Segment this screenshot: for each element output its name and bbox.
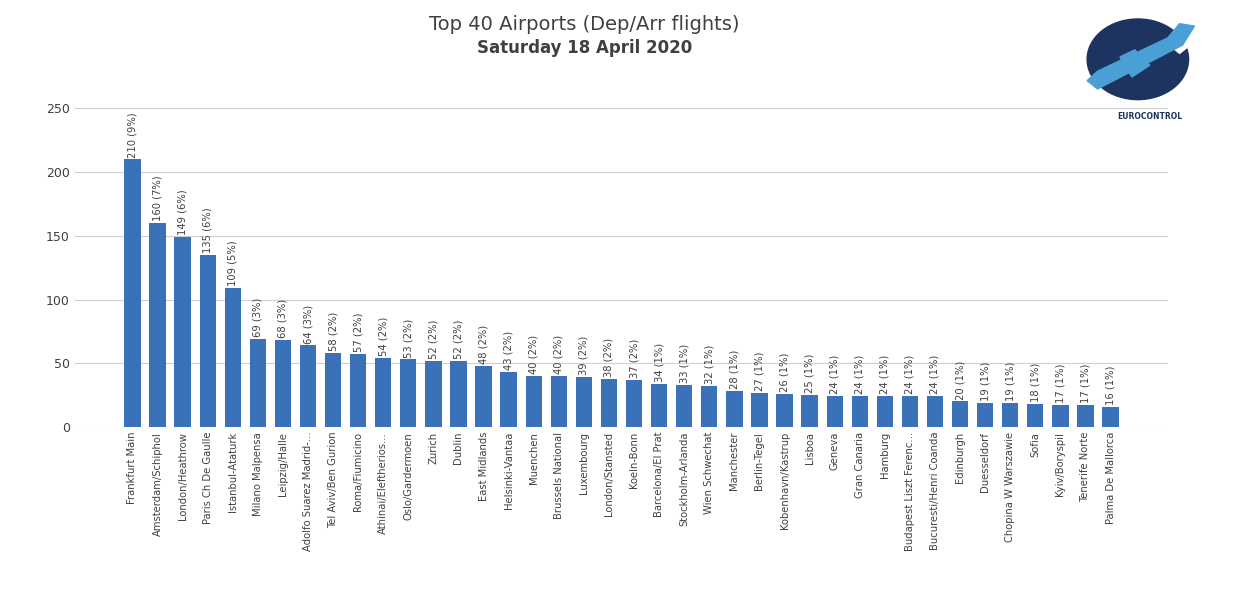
Text: 40 (2%): 40 (2%) xyxy=(528,335,538,374)
Polygon shape xyxy=(1088,24,1195,89)
Text: 160 (7%): 160 (7%) xyxy=(153,176,163,221)
Text: 52 (2%): 52 (2%) xyxy=(429,320,439,359)
Text: 18 (1%): 18 (1%) xyxy=(1030,363,1040,402)
Text: 34 (1%): 34 (1%) xyxy=(654,343,664,382)
Text: 32 (1%): 32 (1%) xyxy=(705,345,715,384)
Bar xyxy=(751,393,768,427)
Bar xyxy=(149,223,165,427)
Bar xyxy=(400,359,416,427)
Bar xyxy=(501,372,517,427)
Bar xyxy=(977,403,993,427)
Text: 24 (1%): 24 (1%) xyxy=(855,355,865,394)
Bar xyxy=(576,377,592,427)
Text: 17 (1%): 17 (1%) xyxy=(1055,364,1065,403)
Bar xyxy=(275,340,291,427)
Bar xyxy=(300,346,316,427)
Text: 19 (1%): 19 (1%) xyxy=(1006,362,1016,401)
Text: 149 (6%): 149 (6%) xyxy=(178,190,188,235)
Text: Saturday 18 April 2020: Saturday 18 April 2020 xyxy=(476,39,692,56)
Text: 68 (3%): 68 (3%) xyxy=(278,299,288,339)
Text: 43 (2%): 43 (2%) xyxy=(503,331,513,370)
Bar xyxy=(200,255,216,427)
Text: 24 (1%): 24 (1%) xyxy=(880,355,890,394)
Bar xyxy=(1078,405,1094,427)
Text: 28 (1%): 28 (1%) xyxy=(730,350,740,390)
Text: 135 (6%): 135 (6%) xyxy=(203,208,213,253)
Bar xyxy=(651,384,667,427)
Bar xyxy=(626,380,643,427)
Bar xyxy=(701,386,717,427)
Text: 37 (2%): 37 (2%) xyxy=(629,339,639,378)
Text: 19 (1%): 19 (1%) xyxy=(981,362,991,401)
Bar xyxy=(851,396,868,427)
Bar xyxy=(450,361,466,427)
Text: 25 (1%): 25 (1%) xyxy=(804,354,814,393)
Text: 38 (2%): 38 (2%) xyxy=(604,337,614,377)
Polygon shape xyxy=(1165,18,1209,53)
Text: 54 (2%): 54 (2%) xyxy=(378,317,388,356)
Bar xyxy=(174,237,190,427)
Bar xyxy=(526,376,542,427)
Text: 33 (1%): 33 (1%) xyxy=(679,344,689,383)
Text: 58 (2%): 58 (2%) xyxy=(328,312,338,351)
Bar xyxy=(225,288,241,427)
Text: Top 40 Airports (Dep/Arr flights): Top 40 Airports (Dep/Arr flights) xyxy=(429,15,740,34)
Bar xyxy=(676,385,692,427)
Bar xyxy=(600,378,617,427)
Bar xyxy=(1053,405,1069,427)
Polygon shape xyxy=(1120,50,1150,77)
Circle shape xyxy=(1088,19,1188,100)
Text: 109 (5%): 109 (5%) xyxy=(227,241,237,286)
Text: 210 (9%): 210 (9%) xyxy=(128,112,138,158)
Bar xyxy=(726,391,742,427)
Bar xyxy=(124,160,140,427)
Text: 40 (2%): 40 (2%) xyxy=(554,335,564,374)
Bar xyxy=(952,401,968,427)
Text: 57 (2%): 57 (2%) xyxy=(353,313,363,352)
Bar xyxy=(425,361,441,427)
Bar xyxy=(876,396,892,427)
Bar xyxy=(802,395,818,427)
Text: 48 (2%): 48 (2%) xyxy=(479,325,488,364)
Text: 24 (1%): 24 (1%) xyxy=(829,355,840,394)
Bar xyxy=(250,339,266,427)
Bar xyxy=(1027,404,1043,427)
Text: 27 (1%): 27 (1%) xyxy=(755,351,764,391)
Text: 53 (2%): 53 (2%) xyxy=(403,318,414,358)
Text: 20 (1%): 20 (1%) xyxy=(955,361,965,400)
Text: 17 (1%): 17 (1%) xyxy=(1080,364,1090,403)
Bar xyxy=(551,376,567,427)
Text: 26 (1%): 26 (1%) xyxy=(779,353,789,392)
Bar xyxy=(324,353,342,427)
Text: 16 (1%): 16 (1%) xyxy=(1105,365,1115,404)
Bar xyxy=(901,396,919,427)
Bar xyxy=(475,366,492,427)
Bar xyxy=(351,355,367,427)
Text: 24 (1%): 24 (1%) xyxy=(905,355,915,394)
Text: 39 (2%): 39 (2%) xyxy=(579,336,589,375)
Text: 64 (3%): 64 (3%) xyxy=(303,304,313,343)
Bar xyxy=(827,396,843,427)
Bar xyxy=(777,394,793,427)
Text: 52 (2%): 52 (2%) xyxy=(454,320,464,359)
Text: EUROCONTROL: EUROCONTROL xyxy=(1117,112,1182,121)
Text: 24 (1%): 24 (1%) xyxy=(930,355,940,394)
Bar xyxy=(1103,407,1119,427)
Bar xyxy=(375,358,392,427)
Text: 69 (3%): 69 (3%) xyxy=(252,298,262,337)
Bar xyxy=(927,396,943,427)
Bar xyxy=(1002,403,1018,427)
